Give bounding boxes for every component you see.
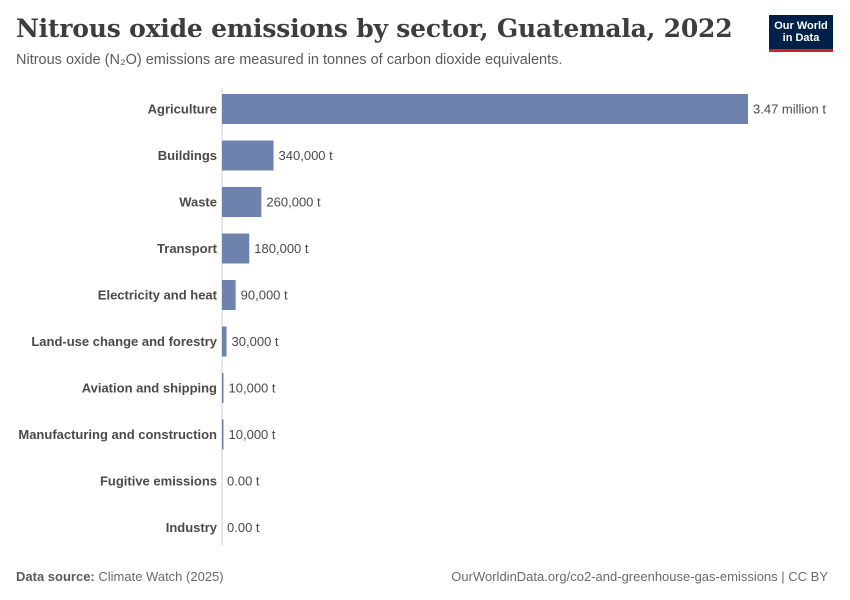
data-source-label: Data source: (16, 569, 95, 584)
value-label: 0.00 t (227, 474, 260, 489)
chart-subtitle: Nitrous oxide (N₂O) emissions are measur… (16, 52, 563, 68)
logo-line-1: Our World (774, 20, 828, 32)
category-label: Aviation and shipping (82, 381, 217, 396)
value-label: 90,000 t (241, 288, 288, 303)
bars-group: Agriculture 3.47 million t Buildings 340,00… (18, 94, 826, 535)
bar[interactable] (222, 326, 227, 357)
data-source: Data source: Climate Watch (2025) (16, 569, 224, 584)
category-label: Fugitive emissions (100, 474, 217, 489)
bar[interactable] (222, 280, 236, 310)
value-label: 0.00 t (227, 520, 260, 535)
bar[interactable] (222, 233, 250, 264)
category-label: Waste (179, 195, 217, 210)
value-label: 180,000 t (254, 241, 309, 256)
category-label: Land-use change and forestry (31, 334, 217, 349)
value-label: 10,000 t (229, 427, 276, 442)
bar[interactable] (222, 187, 262, 217)
bar[interactable] (222, 94, 748, 124)
data-source-link[interactable]: Climate Watch (2025) (98, 569, 224, 584)
value-label: 30,000 t (232, 334, 279, 349)
chart-title: Nitrous oxide emissions by sector, Guate… (16, 14, 733, 43)
value-label: 3.47 million t (753, 102, 826, 117)
owid-logo[interactable]: Our World in Data (769, 15, 833, 52)
bar[interactable] (222, 373, 224, 403)
source-url-link[interactable]: OurWorldinData.org/co2-and-greenhouse-ga… (451, 569, 828, 584)
category-label: Buildings (158, 148, 217, 163)
category-label: Transport (157, 241, 218, 256)
category-label: Industry (166, 520, 218, 535)
bar[interactable] (222, 140, 274, 171)
value-label: 10,000 t (229, 381, 276, 396)
bar[interactable] (222, 419, 224, 450)
logo-line-2: in Data (782, 32, 820, 44)
bar-chart: Agriculture 3.47 million t Buildings 340,00… (18, 88, 826, 545)
value-label: 260,000 t (266, 195, 321, 210)
value-label: 340,000 t (279, 148, 334, 163)
category-label: Agriculture (148, 102, 217, 117)
category-label: Manufacturing and construction (18, 427, 217, 442)
category-label: Electricity and heat (98, 288, 218, 303)
